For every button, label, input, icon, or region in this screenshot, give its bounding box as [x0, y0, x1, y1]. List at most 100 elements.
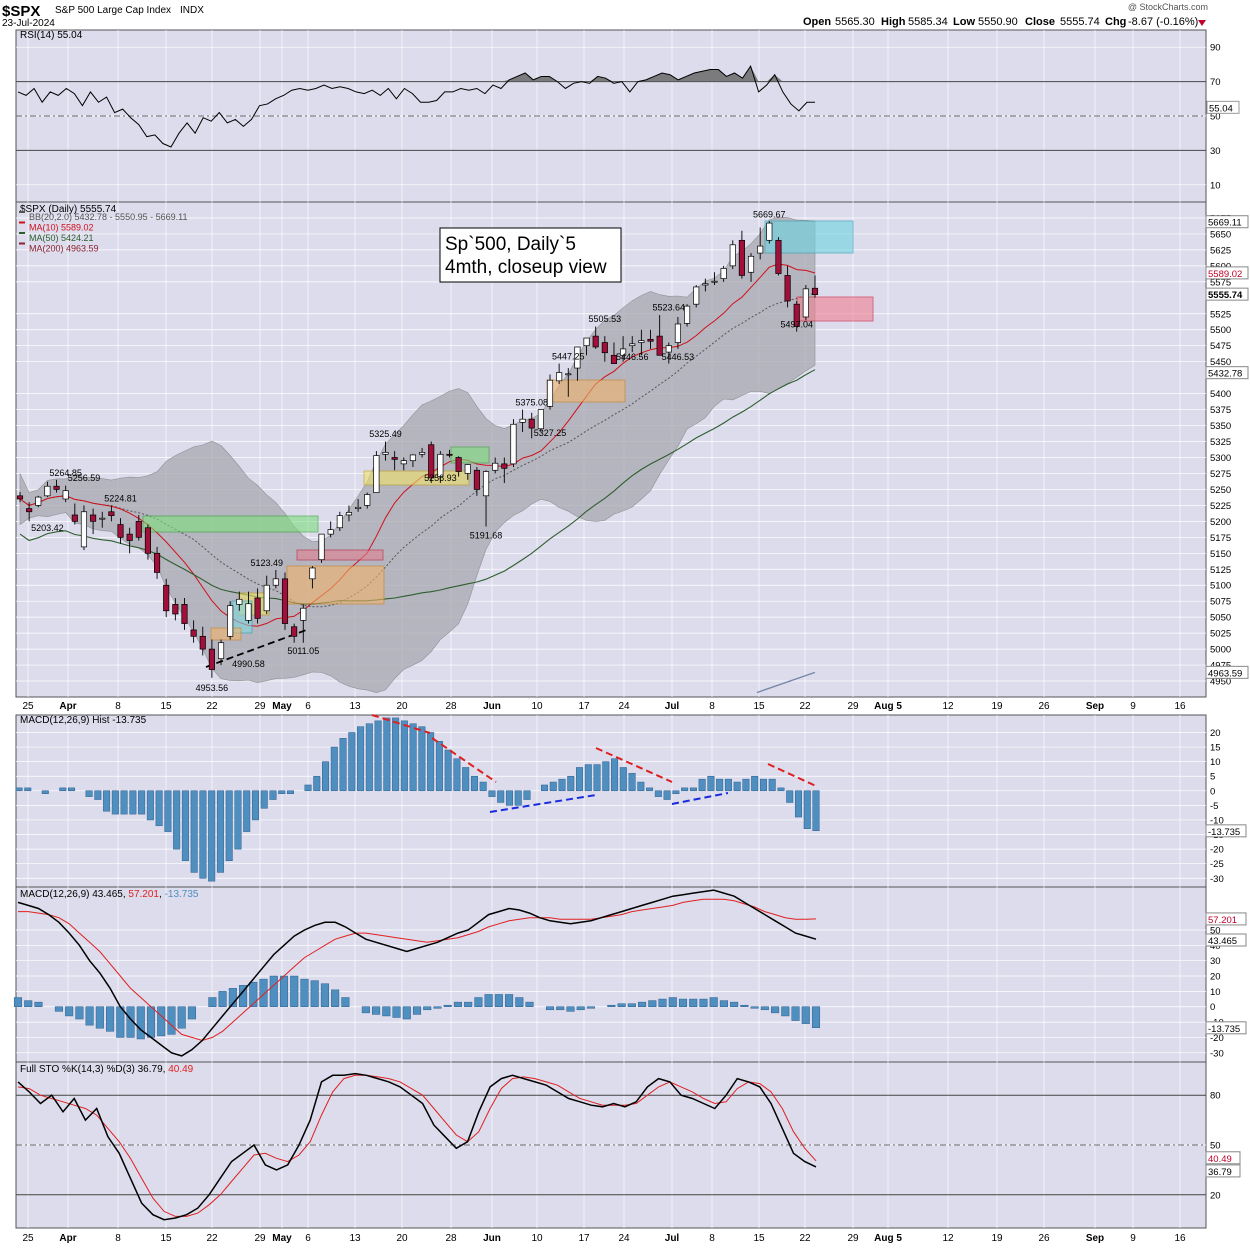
macd-y-tick: -30	[1210, 1048, 1224, 1059]
macd-bar	[638, 1001, 647, 1007]
macd-bar	[382, 1006, 391, 1017]
x-tick-label: 20	[396, 1233, 408, 1244]
sto-tag-label: 40.49	[1208, 1154, 1232, 1165]
macd-hist-y-tick: 20	[1210, 728, 1221, 739]
x-tick-label: 29	[847, 1233, 859, 1244]
price-y-tick: 5625	[1210, 245, 1231, 256]
candle-body	[108, 511, 115, 516]
x-tick-label: 19	[991, 1233, 1003, 1244]
divergence-red	[595, 747, 673, 783]
annotation-line-1: Sp`500, Daily`5	[445, 234, 576, 255]
macd-hist-bar	[812, 790, 820, 831]
sto-y-tick: 20	[1210, 1190, 1221, 1201]
macd-y-tick: 0	[1210, 1002, 1215, 1013]
price-annotation: 5256.59	[68, 473, 101, 483]
candle-body	[291, 626, 298, 637]
exchange: INDX	[180, 5, 204, 16]
macd-bar	[730, 1001, 739, 1007]
candle-body	[99, 517, 106, 520]
price-tag	[1205, 266, 1249, 280]
price-annotation: 4953.56	[196, 683, 229, 693]
price-tag-label: 5669.11	[1208, 218, 1242, 229]
zone-green-1	[142, 515, 319, 533]
x-tick-label: 24	[618, 701, 630, 712]
macd-hist-bar	[234, 790, 242, 850]
macd-bar	[24, 1000, 33, 1007]
candle-body	[802, 288, 809, 318]
candle-body	[766, 222, 773, 241]
candle-body	[592, 335, 599, 348]
sto-tag	[1205, 1164, 1241, 1178]
candle-body	[601, 342, 608, 354]
x-tick-label: Jun	[483, 701, 501, 712]
candle-body	[784, 275, 791, 302]
candle-body	[172, 604, 179, 615]
macd-hist-bar	[742, 778, 750, 792]
rsi-y-tick: 30	[1210, 146, 1221, 157]
x-tick-label: 22	[799, 701, 811, 712]
price-y-tick: 5300	[1210, 453, 1231, 464]
macd-hist-bar	[383, 717, 391, 792]
candle-body	[263, 584, 270, 612]
macd-hist-bar	[269, 790, 277, 800]
macd-bar	[85, 1006, 94, 1026]
macd-hist-bar	[540, 784, 548, 792]
x-tick-label: 20	[396, 701, 408, 712]
candle-body	[144, 527, 151, 554]
macd-tag-label: -13.735	[1208, 1024, 1240, 1035]
macd-bar	[678, 998, 688, 1007]
macd-hist-bar	[155, 790, 163, 827]
divergence-red	[767, 763, 817, 787]
macd-hist-bar	[304, 784, 312, 792]
macd-bar	[310, 980, 319, 1007]
macd-hist-bar	[138, 790, 146, 815]
candle-body	[702, 283, 709, 286]
rsi-y-tick: 10	[1210, 180, 1221, 191]
candle-body	[227, 605, 234, 637]
macd-bar	[361, 1006, 370, 1014]
candle-body	[373, 455, 380, 493]
candle-body	[409, 454, 416, 462]
sto-tag	[1205, 1151, 1241, 1165]
candle-body	[629, 343, 636, 347]
candle-body	[355, 506, 362, 509]
candle-body	[455, 457, 462, 472]
macd-hist-bar	[637, 781, 645, 792]
macd-bar	[556, 1006, 565, 1011]
macd-bar	[586, 1006, 595, 1009]
macd-bar	[157, 1006, 166, 1037]
macd-bar	[576, 1006, 585, 1011]
x-tick-label: 26	[1038, 701, 1050, 712]
chg-label: Chg	[1105, 16, 1126, 28]
x-tick-label: 12	[942, 1233, 954, 1244]
low-label: Low	[953, 16, 975, 28]
candle-body	[574, 346, 581, 369]
macd-hist-bar	[208, 790, 216, 882]
macd-hist-bar	[619, 767, 627, 792]
macd-bar	[464, 1001, 473, 1007]
candle-body	[154, 552, 161, 573]
macd-y-tick: -20	[1210, 1033, 1224, 1044]
macd-hist-bar	[523, 790, 531, 800]
candle-body	[382, 452, 389, 455]
candle-body	[44, 485, 51, 497]
macd-hist-bar	[444, 749, 452, 792]
macd-bar	[525, 1001, 534, 1007]
candle-body	[400, 460, 407, 465]
close-value: 5555.74	[1060, 16, 1100, 28]
high-value: 5585.34	[908, 16, 948, 28]
candle-body	[199, 635, 206, 650]
x-tick-label: 19	[991, 701, 1003, 712]
macd-hist-y-tick: -30	[1210, 874, 1224, 885]
macd-hist-bar	[190, 790, 198, 873]
price-annotation: 5375.08	[515, 398, 548, 408]
sto-y-tick: 80	[1210, 1091, 1221, 1102]
x-tick-label: Apr	[59, 1233, 76, 1244]
x-tick-label: Aug 5	[874, 701, 902, 712]
candle-body	[775, 239, 782, 274]
candle-body	[638, 340, 645, 343]
legend-label: MA(200) 4963.59	[29, 244, 99, 254]
header: $SPX S&P 500 Large Cap Index INDX 23-Jul…	[2, 2, 1208, 29]
price-y-tick: 5225	[1210, 501, 1231, 512]
price-y-tick: 5375	[1210, 405, 1231, 416]
